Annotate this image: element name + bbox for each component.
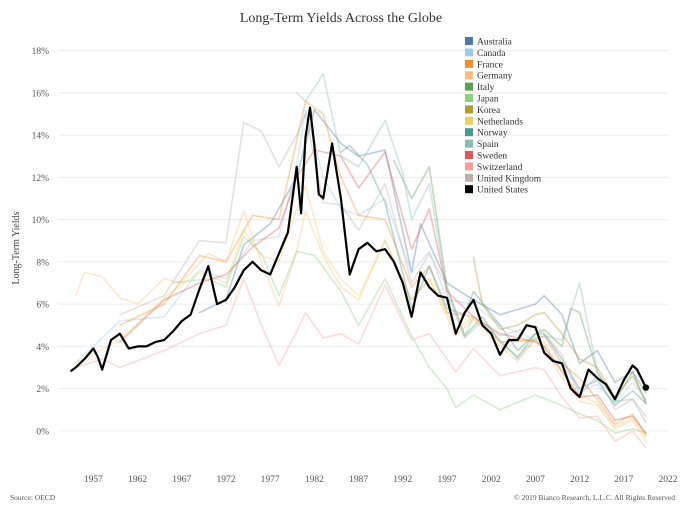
legend-label: Korea xyxy=(477,106,501,116)
legend-swatch xyxy=(465,162,473,171)
x-tick-label: 2017 xyxy=(614,475,633,485)
legend-label: Norway xyxy=(477,129,508,139)
legend-label: Sweden xyxy=(477,152,507,162)
x-tick-label: 1992 xyxy=(393,475,412,485)
x-tick-label: 2012 xyxy=(570,475,589,485)
y-tick-label: 4% xyxy=(36,343,49,353)
legend-swatch xyxy=(465,71,473,80)
x-tick-label: 1987 xyxy=(349,475,368,485)
legend-swatch xyxy=(465,128,473,137)
x-tick-label: 2022 xyxy=(659,475,678,485)
y-tick-label: 6% xyxy=(36,301,49,311)
y-tick-label: 10% xyxy=(32,216,50,226)
legend-swatch xyxy=(465,94,473,102)
legend-label: Canada xyxy=(477,49,506,59)
y-tick-label: 14% xyxy=(32,132,50,142)
y-axis-label: Long-Term Yields xyxy=(11,211,22,284)
series-line-canada xyxy=(74,108,647,405)
y-axis-ticks: 0% 2% 4% 6% 8% 10% 12% 14% 16% 18% xyxy=(32,47,50,437)
legend-label: Spain xyxy=(477,140,499,150)
x-tick-label: 1977 xyxy=(261,475,280,485)
series-line-switzerland xyxy=(74,277,647,449)
legend-swatch xyxy=(465,185,473,194)
series-line-norway xyxy=(340,144,647,407)
y-tick-label: 16% xyxy=(32,89,50,99)
series-line-united-states xyxy=(70,106,647,401)
legend-label: Japan xyxy=(477,95,499,105)
legend-swatch xyxy=(465,48,473,57)
gridlines xyxy=(58,50,668,432)
legend-swatch xyxy=(465,139,473,148)
series-line-spain xyxy=(295,73,647,424)
series-lines xyxy=(70,73,650,449)
x-tick-label: 2002 xyxy=(482,475,501,485)
legend-label: Germany xyxy=(477,72,513,82)
legend-swatch xyxy=(465,151,473,159)
legend-label: France xyxy=(477,60,503,70)
x-tick-label: 1962 xyxy=(128,475,147,485)
x-tick-label: 1972 xyxy=(216,475,235,485)
x-tick-label: 1997 xyxy=(437,475,456,485)
legend-label: Australia xyxy=(477,38,513,48)
source-note: Source: OECD xyxy=(10,493,56,502)
legend-label: United Kingdom xyxy=(477,174,542,184)
chart-title: Long-Term Yields Across the Globe xyxy=(240,11,442,26)
legend-swatch xyxy=(465,59,473,68)
series-line-germany xyxy=(74,210,647,443)
legend-swatch xyxy=(465,116,473,125)
series-line-australia xyxy=(198,108,647,405)
y-tick-label: 8% xyxy=(36,258,49,268)
legend-label: Switzerland xyxy=(477,163,523,173)
x-tick-label: 1957 xyxy=(84,475,103,485)
series-line-netherlands xyxy=(74,185,647,438)
legend-swatch xyxy=(465,105,473,114)
series-endpoint-marker xyxy=(642,384,650,391)
copyright-note: © 2019 Bianco Research, L.L.C. All Right… xyxy=(514,493,675,502)
legend-label: Italy xyxy=(477,83,495,93)
series-line-japan xyxy=(172,235,647,434)
series-line-united-kingdom xyxy=(119,113,647,417)
legend-label: Netherlands xyxy=(477,117,523,127)
legend-swatch xyxy=(465,82,473,91)
x-tick-label: 1967 xyxy=(172,475,191,485)
y-tick-label: 0% xyxy=(36,427,49,437)
x-tick-label: 2007 xyxy=(526,475,545,485)
legend-swatch xyxy=(465,173,473,182)
legend-swatch xyxy=(465,37,473,45)
y-tick-label: 2% xyxy=(36,385,49,395)
y-tick-label: 18% xyxy=(32,47,50,57)
series-line-sweden xyxy=(119,149,647,434)
x-tick-label: 1982 xyxy=(305,475,324,485)
legend-label: United States xyxy=(477,186,528,196)
x-axis-ticks: 1957 1962 1967 1972 1977 1982 1987 1992 1997 2002… xyxy=(84,475,678,485)
y-tick-label: 12% xyxy=(32,174,50,184)
